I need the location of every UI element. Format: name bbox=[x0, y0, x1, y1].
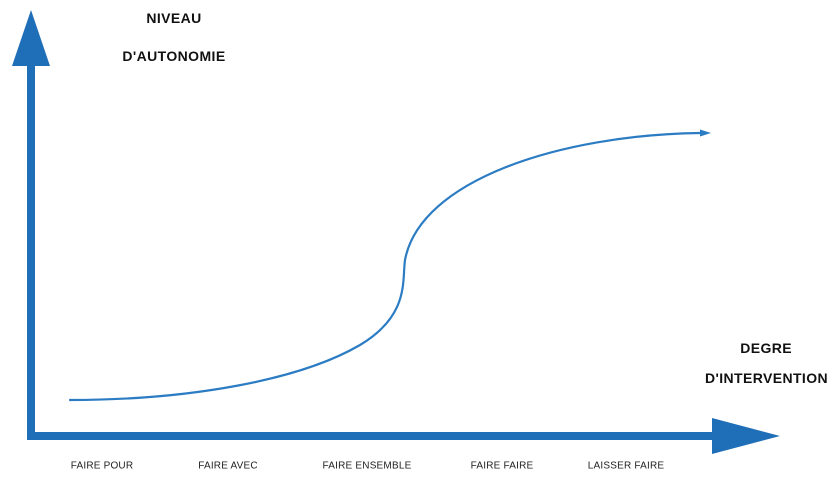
x-axis-title-line2: D'INTERVENTION bbox=[648, 370, 828, 386]
x-step-label: FAIRE ENSEMBLE bbox=[323, 461, 412, 472]
y-axis-line bbox=[27, 50, 35, 440]
x-axis-line bbox=[27, 432, 727, 440]
curve-arrowhead bbox=[700, 130, 711, 137]
x-step-label: FAIRE FAIRE bbox=[471, 461, 534, 472]
x-step-label: FAIRE AVEC bbox=[198, 461, 258, 472]
x-axis-arrowhead bbox=[712, 418, 780, 454]
y-axis-title-line1: NIVEAU bbox=[94, 10, 254, 26]
autonomy-curve bbox=[70, 133, 700, 400]
x-step-label: LAISSER FAIRE bbox=[588, 461, 665, 472]
x-axis-title-line1: DEGRE bbox=[612, 340, 792, 356]
y-axis-arrowhead bbox=[12, 10, 50, 66]
x-step-label: FAIRE POUR bbox=[71, 461, 134, 472]
y-axis-title-line2: D'AUTONOMIE bbox=[94, 48, 254, 64]
